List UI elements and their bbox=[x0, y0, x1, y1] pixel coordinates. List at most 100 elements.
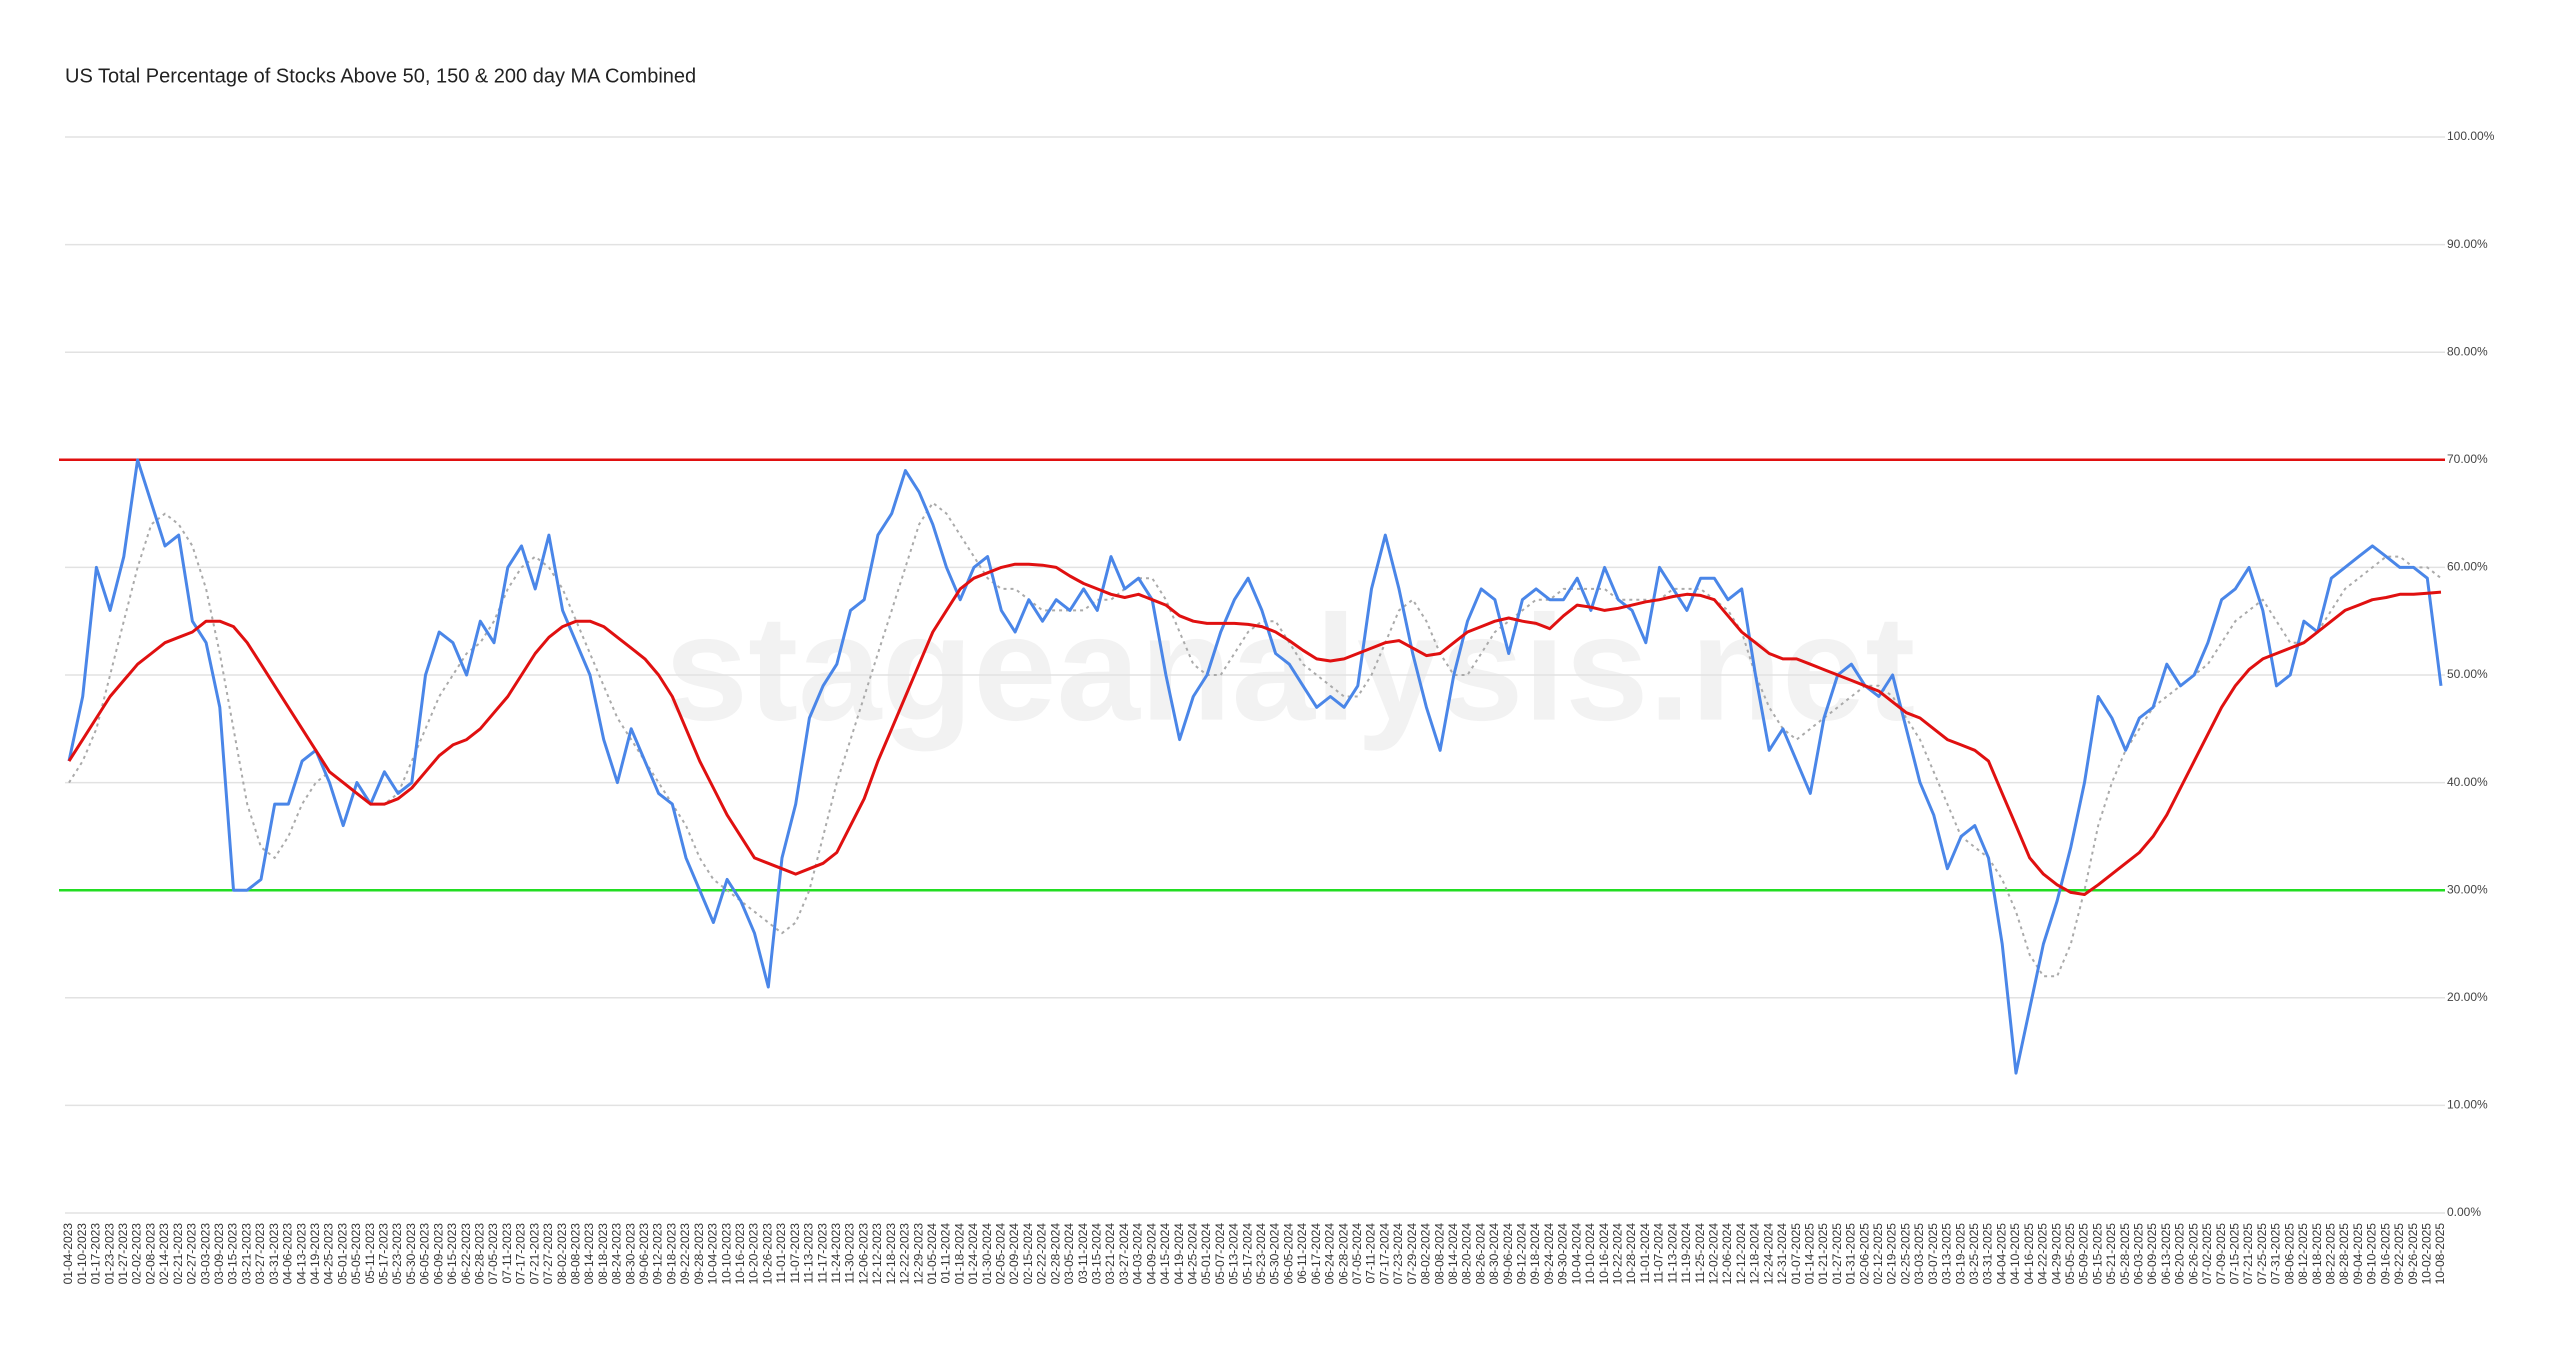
x-tick-label: 09-12-2023 bbox=[651, 1223, 665, 1285]
x-tick-label: 05-01-2024 bbox=[1199, 1223, 1213, 1285]
x-tick-label: 05-05-2025 bbox=[2063, 1223, 2077, 1285]
x-tick-label: 01-30-2024 bbox=[980, 1223, 994, 1285]
series-line bbox=[67, 562, 2442, 896]
x-tick-label: 03-15-2023 bbox=[226, 1223, 240, 1285]
y-tick-label: 40.00% bbox=[2447, 775, 2488, 789]
x-tick-label: 10-20-2023 bbox=[747, 1223, 761, 1285]
x-tick-label: 11-30-2023 bbox=[843, 1223, 857, 1284]
y-tick-label: 80.00% bbox=[2447, 344, 2488, 358]
x-tick-label: 09-12-2024 bbox=[1515, 1223, 1529, 1285]
x-tick-label: 08-14-2023 bbox=[582, 1223, 596, 1285]
x-tick-label: 03-27-2024 bbox=[1117, 1223, 1131, 1285]
x-tick-label: 06-09-2023 bbox=[431, 1223, 445, 1285]
x-tick-label: 08-08-2024 bbox=[1432, 1223, 1446, 1285]
x-tick-label: 02-15-2024 bbox=[1021, 1223, 1035, 1285]
series-line bbox=[68, 501, 2442, 978]
x-tick-label: 03-27-2023 bbox=[253, 1223, 267, 1285]
x-tick-label: 06-28-2023 bbox=[473, 1223, 487, 1285]
x-tick-label: 02-22-2024 bbox=[1035, 1223, 1049, 1285]
x-tick-label: 03-19-2025 bbox=[1953, 1223, 1967, 1285]
x-tick-label: 04-15-2024 bbox=[1158, 1223, 1172, 1285]
x-tick-label: 12-29-2023 bbox=[911, 1223, 925, 1285]
y-tick-label: 70.00% bbox=[2447, 452, 2488, 466]
x-tick-label: 01-10-2023 bbox=[75, 1223, 89, 1285]
x-tick-label: 07-21-2025 bbox=[2241, 1223, 2255, 1285]
x-tick-label: 04-06-2023 bbox=[281, 1223, 295, 1285]
x-tick-label: 08-22-2025 bbox=[2323, 1223, 2337, 1285]
x-tick-label: 10-16-2024 bbox=[1597, 1223, 1611, 1285]
x-tick-label: 05-21-2025 bbox=[2104, 1223, 2118, 1285]
x-tick-label: 03-31-2025 bbox=[1981, 1223, 1995, 1285]
x-tick-label: 09-16-2025 bbox=[2378, 1223, 2392, 1285]
x-tick-label: 06-05-2023 bbox=[418, 1223, 432, 1285]
series-line bbox=[67, 458, 2443, 1075]
x-tick-label: 11-01-2023 bbox=[774, 1223, 788, 1284]
x-tick-label: 02-02-2023 bbox=[130, 1223, 144, 1285]
x-tick-label: 05-28-2025 bbox=[2118, 1223, 2132, 1285]
x-tick-label: 01-11-2024 bbox=[939, 1223, 953, 1284]
x-tick-label: 04-22-2025 bbox=[2036, 1223, 2050, 1285]
x-tick-label: 08-30-2023 bbox=[623, 1223, 637, 1285]
x-tick-label: 07-09-2025 bbox=[2214, 1223, 2228, 1285]
x-tick-label: 05-15-2025 bbox=[2090, 1223, 2104, 1285]
x-tick-label: 09-22-2025 bbox=[2392, 1223, 2406, 1285]
x-tick-label: 04-16-2025 bbox=[2022, 1223, 2036, 1285]
x-tick-label: 10-22-2024 bbox=[1611, 1223, 1625, 1285]
x-tick-label: 11-19-2024 bbox=[1679, 1223, 1693, 1284]
x-tick-label: 05-05-2023 bbox=[349, 1223, 363, 1285]
x-tick-label: 04-10-2025 bbox=[2008, 1223, 2022, 1285]
x-tick-label: 07-05-2024 bbox=[1350, 1223, 1364, 1285]
x-tick-label: 08-30-2024 bbox=[1487, 1223, 1501, 1285]
x-tick-label: 12-22-2023 bbox=[898, 1223, 912, 1285]
x-tick-label: 08-06-2025 bbox=[2282, 1223, 2296, 1285]
x-tick-label: 10-10-2023 bbox=[719, 1223, 733, 1285]
x-tick-label: 08-02-2023 bbox=[555, 1223, 569, 1285]
x-tick-label: 03-25-2025 bbox=[1967, 1223, 1981, 1285]
x-tick-label: 04-19-2024 bbox=[1172, 1223, 1186, 1285]
x-tick-label: 06-17-2024 bbox=[1309, 1223, 1323, 1285]
x-tick-label: 08-26-2024 bbox=[1473, 1223, 1487, 1285]
x-tick-label: 03-13-2025 bbox=[1940, 1223, 1954, 1285]
x-tick-label: 09-18-2024 bbox=[1528, 1223, 1542, 1285]
x-tick-label: 11-01-2024 bbox=[1638, 1223, 1652, 1284]
x-tick-label: 02-19-2025 bbox=[1885, 1223, 1899, 1285]
x-tick-label: 07-31-2025 bbox=[2269, 1223, 2283, 1285]
x-tick-label: 04-19-2023 bbox=[308, 1223, 322, 1285]
x-tick-label: 02-09-2024 bbox=[1007, 1223, 1021, 1285]
x-tick-label: 01-27-2025 bbox=[1830, 1223, 1844, 1285]
chart-title: US Total Percentage of Stocks Above 50, … bbox=[65, 65, 696, 87]
x-tick-label: 02-12-2025 bbox=[1871, 1223, 1885, 1285]
x-tick-label: 07-25-2025 bbox=[2255, 1223, 2269, 1285]
x-tick-label: 01-21-2025 bbox=[1816, 1223, 1830, 1285]
x-tick-label: 06-11-2024 bbox=[1295, 1223, 1309, 1284]
x-tick-label: 01-17-2023 bbox=[89, 1223, 103, 1285]
x-tick-label: 02-27-2023 bbox=[185, 1223, 199, 1285]
x-tick-label: 03-21-2023 bbox=[239, 1223, 253, 1285]
x-tick-label: 05-30-2023 bbox=[404, 1223, 418, 1285]
x-tick-label: 08-08-2023 bbox=[568, 1223, 582, 1285]
x-tick-label: 03-15-2024 bbox=[1089, 1223, 1103, 1285]
x-tick-label: 06-09-2025 bbox=[2145, 1223, 2159, 1285]
x-tick-label: 07-29-2024 bbox=[1405, 1223, 1419, 1285]
x-tick-label: 07-11-2024 bbox=[1364, 1223, 1378, 1284]
x-tick-label: 02-28-2024 bbox=[1048, 1223, 1062, 1285]
x-tick-label: 05-17-2024 bbox=[1240, 1223, 1254, 1285]
x-tick-label: 01-31-2025 bbox=[1844, 1223, 1858, 1285]
x-tick-label: 07-02-2025 bbox=[2200, 1223, 2214, 1285]
x-tick-label: 06-28-2024 bbox=[1336, 1223, 1350, 1285]
x-tick-label: 01-27-2023 bbox=[116, 1223, 130, 1285]
x-tick-label: 03-09-2023 bbox=[212, 1223, 226, 1285]
x-tick-label: 09-18-2023 bbox=[664, 1223, 678, 1285]
x-tick-label: 10-04-2024 bbox=[1569, 1223, 1583, 1285]
x-tick-label: 08-12-2025 bbox=[2296, 1223, 2310, 1285]
x-tick-label: 10-04-2023 bbox=[706, 1223, 720, 1285]
x-tick-label: 04-25-2023 bbox=[322, 1223, 336, 1285]
x-tick-label: 07-21-2023 bbox=[527, 1223, 541, 1285]
x-tick-label: 09-30-2024 bbox=[1556, 1223, 1570, 1285]
x-tick-label: 05-13-2024 bbox=[1227, 1223, 1241, 1285]
y-tick-label: 60.00% bbox=[2447, 560, 2488, 574]
x-tick-label: 12-06-2023 bbox=[856, 1223, 870, 1285]
x-tick-label: 10-08-2025 bbox=[2433, 1223, 2447, 1285]
x-tick-label: 10-16-2023 bbox=[733, 1223, 747, 1285]
x-tick-label: 09-04-2025 bbox=[2351, 1223, 2365, 1285]
